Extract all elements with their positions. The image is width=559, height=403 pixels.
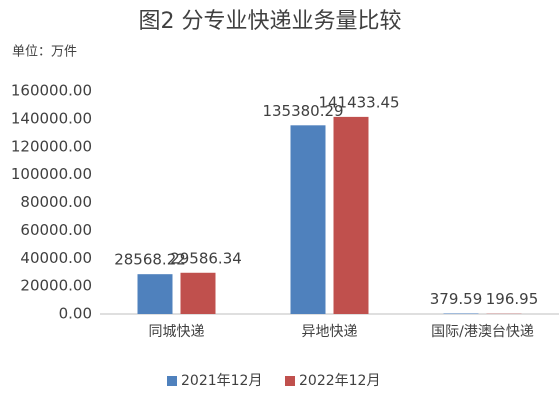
data-label: 28568.22 <box>114 251 186 269</box>
y-tick-label: 20000.00 <box>20 277 92 295</box>
y-tick-label: 80000.00 <box>20 193 92 211</box>
y-tick-label: 40000.00 <box>20 249 92 267</box>
data-label: 29586.34 <box>170 249 242 267</box>
bar <box>137 274 173 314</box>
bar <box>443 313 479 314</box>
y-tick-label: 100000.00 <box>11 165 92 183</box>
data-label: 135380.29 <box>262 102 343 120</box>
y-tick-label: 120000.00 <box>11 137 92 155</box>
data-label: 379.59 <box>430 290 483 308</box>
bar <box>333 116 369 314</box>
x-tick-label: 异地快递 <box>302 324 358 340</box>
x-tick-label: 国际/港澳台快递 <box>431 324 534 340</box>
y-axis-label: 单位：万件 <box>12 45 77 60</box>
legend-swatch <box>167 376 177 386</box>
legend-label: 2022年12月 <box>299 373 380 389</box>
x-tick-label: 同城快递 <box>149 324 205 340</box>
bar <box>180 272 216 314</box>
legend-swatch <box>285 376 295 386</box>
y-tick-label: 60000.00 <box>20 221 92 239</box>
legend-label: 2021年12月 <box>181 373 262 389</box>
bar <box>290 125 326 314</box>
y-tick-label: 140000.00 <box>11 109 92 127</box>
chart-title: 图2 分专业快递业务量比较 <box>139 9 402 34</box>
y-tick-label: 0.00 <box>59 305 92 323</box>
y-tick-label: 160000.00 <box>11 82 92 100</box>
data-label: 141433.45 <box>318 93 399 111</box>
data-label: 196.95 <box>486 290 539 308</box>
